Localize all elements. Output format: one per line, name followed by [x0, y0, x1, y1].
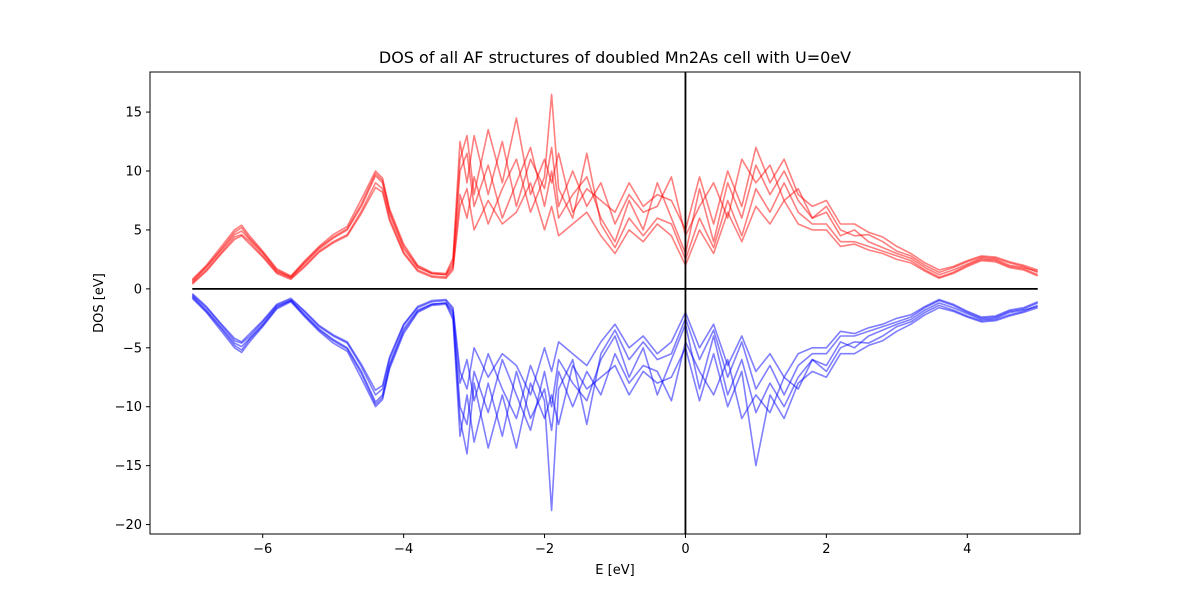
x-axis-label: E [eV]	[595, 563, 634, 578]
dos-down-line-3	[191, 294, 1039, 512]
y-tick-label: −10	[115, 400, 142, 415]
y-tick-label: 15	[125, 106, 142, 121]
x-tick-label: −4	[394, 542, 413, 557]
y-axis-ticks: −20 −15 −10 −5 0 5 10 15	[115, 106, 150, 533]
x-axis-ticks: −6 −4 −2 0 2 4	[253, 534, 971, 557]
dos-up-line-4	[191, 117, 1038, 282]
y-tick-label: 10	[125, 165, 142, 180]
y-axis-label: DOS [eV]	[92, 273, 107, 333]
x-tick-label: 4	[963, 542, 971, 557]
dos-down-line-4	[191, 296, 1038, 467]
y-tick-label: 5	[134, 223, 142, 238]
x-tick-label: 0	[681, 542, 689, 557]
plot-frame	[149, 71, 1081, 535]
chart-title: DOS of all AF structures of doubled Mn2A…	[379, 48, 851, 67]
y-tick-label: −20	[115, 518, 142, 533]
y-tick-label: −15	[115, 459, 142, 474]
y-tick-label: 0	[134, 282, 142, 297]
dos-up-line-3	[191, 93, 1039, 284]
x-tick-label: −2	[535, 542, 554, 557]
x-tick-label: −6	[253, 542, 272, 557]
plot-area	[191, 72, 1039, 534]
dos-up-line-5	[191, 182, 1039, 285]
x-tick-label: 2	[822, 542, 830, 557]
dos-down-line-5	[191, 293, 1039, 396]
y-tick-label: −5	[123, 341, 142, 356]
